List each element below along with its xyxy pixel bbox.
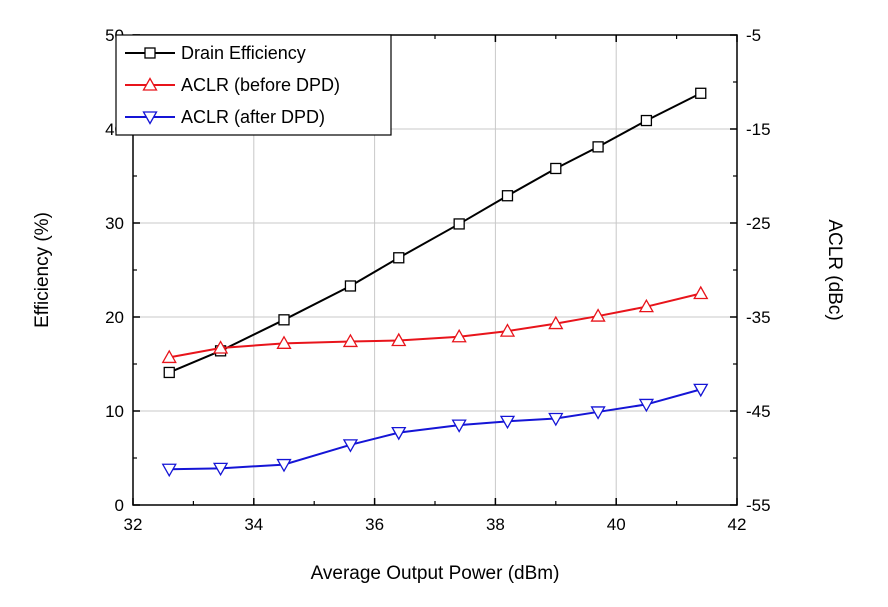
legend-entry: ACLR (after DPD)	[125, 107, 325, 127]
legend-entry: ACLR (before DPD)	[125, 75, 340, 95]
x-tick-label: 38	[486, 515, 505, 534]
data-point	[163, 366, 175, 379]
data-point	[550, 162, 562, 175]
data-point	[592, 141, 604, 153]
y2-axis-title: ACLR (dBc)	[824, 219, 845, 320]
data-point	[393, 252, 405, 264]
y2-tick-label: -55	[746, 496, 771, 515]
y2-tick-label: -15	[746, 120, 771, 139]
y2-tick-label: -35	[746, 308, 771, 327]
x-tick-label: 42	[728, 515, 747, 534]
x-axis-title: Average Output Power (dBm)	[311, 563, 560, 584]
series-line	[169, 388, 702, 471]
series-line	[169, 292, 701, 359]
data-point	[638, 398, 655, 413]
data-point	[342, 439, 359, 453]
series-3	[161, 383, 709, 478]
data-point	[276, 335, 292, 349]
y2-tick-label: -5	[746, 26, 761, 45]
data-point	[342, 333, 359, 348]
y-tick-label: 10	[105, 402, 124, 421]
data-point	[451, 328, 467, 343]
data-point	[640, 114, 653, 127]
legend-marker	[144, 47, 156, 59]
data-point	[499, 323, 516, 337]
data-point	[638, 298, 655, 313]
legend-entry: Drain Efficiency	[125, 43, 306, 63]
data-point	[212, 462, 229, 477]
data-point	[391, 332, 407, 347]
legend-label: Drain Efficiency	[181, 43, 306, 63]
data-point	[693, 383, 709, 398]
data-point	[548, 315, 564, 330]
data-point	[344, 280, 357, 292]
data-point	[161, 349, 177, 364]
data-point	[590, 406, 606, 420]
data-point	[501, 190, 514, 202]
legend-label: ACLR (before DPD)	[181, 75, 340, 95]
legend-label: ACLR (after DPD)	[181, 107, 325, 127]
x-tick-label: 34	[244, 515, 263, 534]
data-point	[590, 308, 606, 322]
data-point	[695, 87, 707, 99]
data-point	[212, 340, 229, 354]
legend-marker	[142, 77, 158, 91]
y2-tick-label: -45	[746, 402, 771, 421]
data-point	[391, 426, 407, 441]
data-point	[548, 412, 564, 427]
legend: Drain Efficiency ACLR (before DPD) ACLR (a…	[115, 34, 392, 136]
x-tick-label: 36	[365, 515, 384, 534]
y2-tick-label: -25	[746, 214, 771, 233]
y-tick-label: 30	[105, 214, 124, 233]
x-tick-label: 40	[607, 515, 626, 534]
data-point	[276, 458, 292, 473]
data-point	[499, 415, 516, 430]
y-tick-label: 20	[105, 308, 124, 327]
data-point	[161, 463, 177, 478]
series-2	[161, 285, 709, 364]
y-tick-label: 0	[115, 496, 124, 515]
data-point	[693, 285, 709, 300]
series-layer	[161, 87, 709, 478]
data-point	[453, 218, 465, 230]
data-point	[278, 314, 290, 326]
x-tick-label: 32	[124, 515, 143, 534]
data-point	[451, 419, 467, 433]
legend-marker	[142, 111, 158, 125]
y-axis-title: Efficiency (%)	[32, 212, 53, 328]
